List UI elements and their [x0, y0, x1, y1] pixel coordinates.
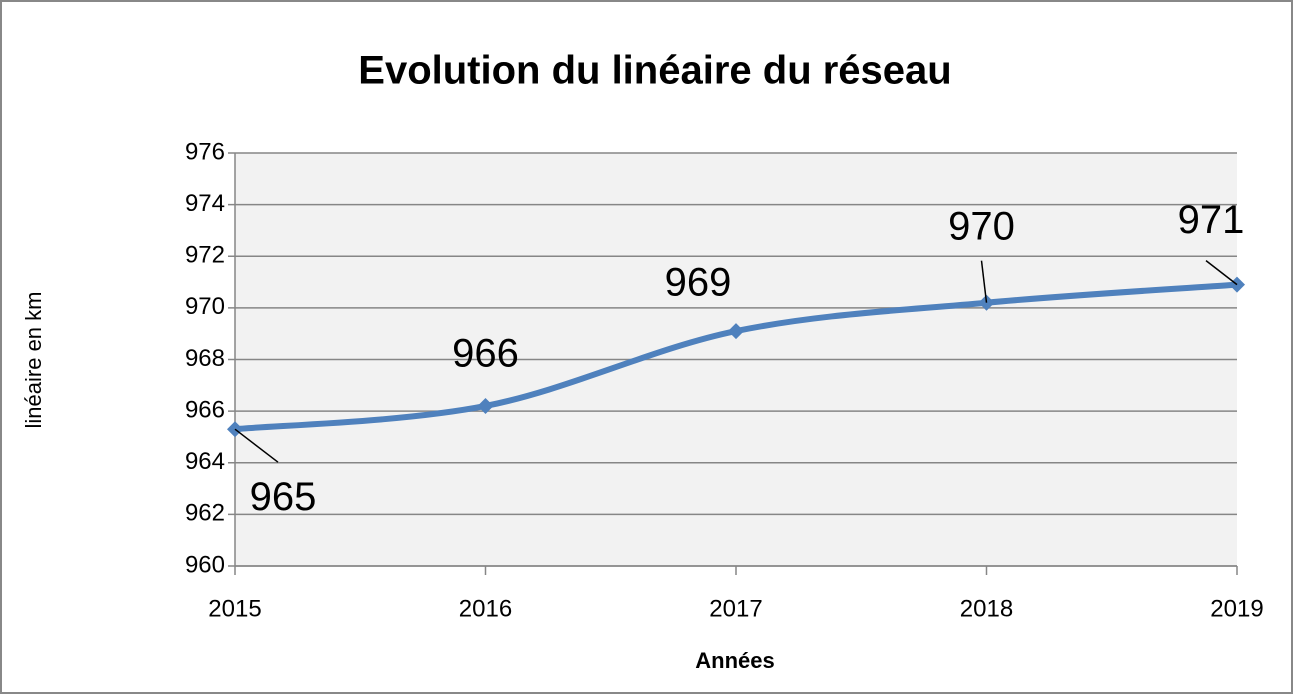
x-tick-label: 2019	[1210, 595, 1263, 622]
y-tick-label: 976	[185, 138, 225, 165]
y-tick-label: 972	[185, 242, 225, 269]
data-label: 971	[1178, 198, 1245, 242]
y-axis-label: linéaire en km	[21, 292, 46, 429]
data-label: 965	[250, 475, 317, 519]
leader-line	[980, 260, 988, 303]
y-tick-label: 974	[185, 190, 225, 217]
y-tick-label: 966	[185, 396, 225, 423]
x-tick-label: 2017	[709, 595, 762, 622]
leader-line	[234, 428, 279, 463]
x-tick-label: 2015	[208, 595, 261, 622]
marker	[477, 397, 494, 414]
marker	[728, 323, 744, 340]
x-axis-label: Années	[695, 648, 774, 673]
y-tick-label: 970	[185, 293, 225, 320]
data-label: 966	[452, 332, 519, 376]
y-tick-label: 968	[185, 345, 225, 372]
data-label: 970	[948, 204, 1015, 248]
chart-title: Evolution du linéaire du réseau	[358, 49, 951, 93]
x-tick-label: 2016	[459, 595, 512, 622]
y-tick-label: 964	[185, 448, 225, 475]
data-label: 969	[665, 261, 732, 305]
y-tick-label: 962	[185, 500, 225, 527]
x-tick-label: 2018	[960, 595, 1013, 622]
y-tick-label: 960	[185, 551, 225, 578]
leader-line	[1205, 260, 1238, 286]
